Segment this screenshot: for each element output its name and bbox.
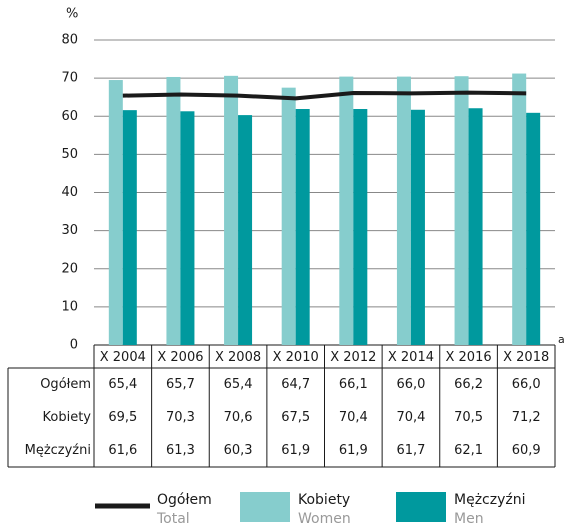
bar [526, 112, 541, 345]
bar [295, 109, 310, 345]
x-tick-label: X 2004 [100, 350, 146, 365]
table-cell: 70,3 [166, 410, 195, 425]
table-cell: 65,4 [224, 377, 253, 392]
bar [454, 76, 469, 345]
table-row-header: Kobiety [43, 410, 92, 425]
table-cell: 61,9 [281, 443, 310, 458]
bar [108, 80, 123, 345]
bar [180, 111, 195, 345]
legend-sublabel: Total [156, 511, 190, 527]
y-axis-label: % [66, 7, 78, 22]
legend-swatch [396, 492, 446, 522]
y-tick-label: 60 [61, 109, 78, 124]
table-cell: 70,5 [454, 410, 483, 425]
table-cell: 66,2 [454, 377, 483, 392]
table-cell: 61,9 [339, 443, 368, 458]
y-tick-label: 50 [61, 147, 78, 162]
table-cell: 62,1 [454, 443, 483, 458]
table-cell: 71,2 [512, 410, 541, 425]
legend-label: Kobiety [298, 492, 350, 508]
bar [353, 109, 368, 345]
bar [238, 115, 253, 345]
table-row-header: Ogółem [40, 377, 91, 392]
x-tick-label: X 2008 [215, 350, 261, 365]
table-cell: 65,4 [108, 377, 137, 392]
bar [339, 76, 354, 345]
table-cell: 61,6 [108, 443, 137, 458]
x-tick-label: X 2006 [157, 350, 203, 365]
table-cell: 70,6 [224, 410, 253, 425]
table-cell: 65,7 [166, 377, 195, 392]
table-cell: 69,5 [108, 410, 137, 425]
table-cell: 66,0 [396, 377, 425, 392]
bar [396, 76, 411, 345]
bar [166, 76, 181, 345]
y-tick-label: 20 [61, 261, 78, 276]
legend-sublabel: Men [454, 511, 484, 527]
axis-note: a [558, 333, 565, 346]
x-tick-label: X 2018 [503, 350, 549, 365]
x-tick-label: X 2010 [273, 350, 319, 365]
x-tick-label: X 2016 [446, 350, 492, 365]
x-tick-label: X 2012 [330, 350, 376, 365]
y-tick-label: 30 [61, 223, 78, 238]
table-cell: 70,4 [396, 410, 425, 425]
line [122, 90, 527, 101]
table-cell: 66,1 [339, 377, 368, 392]
bar [281, 87, 296, 345]
y-tick-label: 70 [61, 71, 78, 86]
table-cell: 61,3 [166, 443, 195, 458]
table-cell: 66,0 [512, 377, 541, 392]
y-tick-label: 40 [61, 185, 78, 200]
x-tick-label: X 2014 [388, 350, 434, 365]
table-cell: 67,5 [281, 410, 310, 425]
table-cell: 60,3 [224, 443, 253, 458]
bar [410, 109, 425, 345]
legend-label: Ogółem [157, 492, 212, 508]
legend-label: Mężczyźni [454, 492, 525, 508]
legend-sublabel: Women [298, 511, 351, 527]
table-cell: 60,9 [512, 443, 541, 458]
y-tick-label: 10 [61, 299, 78, 314]
table-cell: 64,7 [281, 377, 310, 392]
y-tick-label: 80 [61, 33, 78, 48]
legend-swatch [240, 492, 290, 522]
bar [122, 110, 137, 346]
table-cell: 61,7 [396, 443, 425, 458]
bar [468, 108, 483, 346]
bar [224, 75, 239, 346]
y-tick-label: 0 [70, 338, 78, 353]
table-cell: 70,4 [339, 410, 368, 425]
bar [512, 73, 527, 346]
table-row-header: Mężczyźni [25, 443, 91, 458]
